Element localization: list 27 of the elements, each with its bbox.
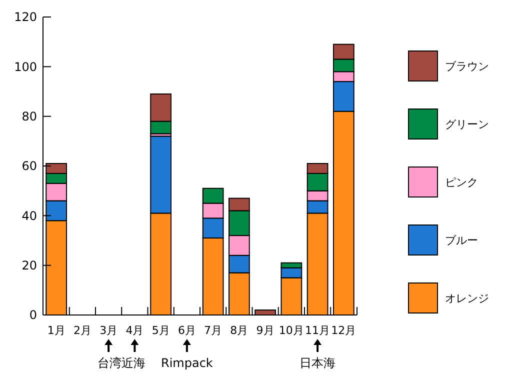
text: オレンジ (445, 292, 489, 305)
x-tick-label: 9月 (256, 324, 274, 337)
y-tick-label: 100 (14, 60, 37, 74)
text: 台湾近海 (98, 356, 146, 370)
x-tick-label: 12月 (331, 324, 356, 337)
x-tick-label: 10月 (278, 324, 304, 337)
x-tick-label: 11月 (305, 324, 330, 337)
text: グリーン (445, 118, 489, 131)
text: 日本海 (300, 356, 336, 370)
text: ピンク (445, 176, 478, 189)
x-tick-label: 4月 (126, 324, 144, 337)
y-tick-label: 60 (22, 159, 37, 174)
x-tick-label: 5月 (152, 324, 170, 337)
x-tick-label: 6月 (178, 324, 196, 337)
text: ブルー (445, 234, 478, 247)
text: Rimpack (160, 356, 213, 370)
text: ブラウン (445, 60, 489, 73)
y-tick-label: 40 (22, 208, 37, 223)
x-tick-label: 3月 (100, 324, 118, 337)
x-tick-label: 8月 (230, 324, 248, 337)
x-tick-label: 7月 (204, 324, 222, 337)
y-tick-label: 120 (14, 10, 37, 24)
y-tick-label: 80 (22, 110, 37, 124)
y-tick-label: 0 (29, 308, 37, 322)
x-tick-label: 2月 (73, 324, 92, 337)
y-tick-label: 20 (22, 258, 37, 273)
x-tick-label: 1月 (47, 324, 66, 337)
